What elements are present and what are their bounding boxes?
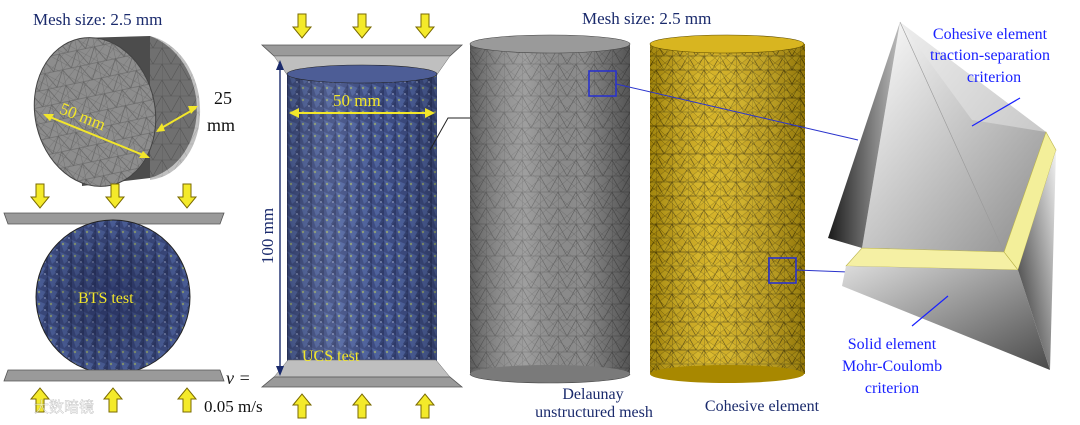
zoom-box-icon: [588, 70, 617, 97]
velocity-symbol: v =: [226, 368, 251, 388]
disc-thickness-dimension: [157, 107, 197, 131]
bts-disc-isometric: [33, 36, 201, 187]
cohesive-criterion-line3: criterion: [967, 69, 1021, 86]
solid-criterion-line1: Solid element: [848, 336, 937, 353]
delaunay-label-line2: unstructured mesh: [535, 404, 653, 421]
cohesive-criterion-line2: traction-separation: [930, 47, 1050, 64]
cohesive-element-cylinder: [649, 34, 805, 383]
delaunay-mesh-cylinder: [469, 34, 631, 384]
ucs-diameter-label: 50 mm: [333, 91, 381, 110]
ucs-height-label: 100 mm: [258, 208, 277, 264]
cohesive-element-label: Cohesive element: [705, 398, 820, 415]
bts-bottom-platen: [3, 369, 225, 382]
disc-diameter-dimension: [44, 114, 149, 158]
solid-criterion-line2: Mohr-Coulomb: [842, 358, 942, 375]
ucs-test-label: UCS test: [302, 348, 360, 365]
ucs-loading-arrows-top: [292, 13, 435, 39]
solid-criterion-pointer: [911, 295, 949, 327]
watermark-logo: 大数暗镜: [13, 394, 94, 416]
ucs-loading-arrows-bottom: [292, 393, 435, 419]
bts-top-platen: [3, 212, 225, 225]
watermark-text: 大数暗镜: [34, 398, 94, 416]
cohesive-criterion-pointer: [971, 97, 1021, 127]
zoom-line-lower: [795, 269, 849, 273]
bts-test-label: BTS test: [78, 290, 134, 307]
mesh-size-label-left: Mesh size: 2.5 mm: [33, 10, 162, 29]
delaunay-label-line1: Delaunay: [562, 386, 623, 403]
bts-specimen: [35, 219, 191, 375]
ucs-top-platen: [260, 44, 464, 57]
solid-criterion-line3: criterion: [865, 380, 919, 397]
disc-thickness-value: 25: [214, 88, 232, 108]
bts-loading-arrows-top: [30, 183, 197, 209]
zoom-line-upper: [615, 83, 859, 141]
disc-thickness-unit: mm: [207, 115, 235, 135]
ucs-specimen: [286, 64, 438, 368]
cohesive-criterion-line1: Cohesive element: [933, 26, 1048, 43]
element-detail-3d: [828, 21, 1057, 370]
ucs-bottom-platen: [260, 376, 464, 388]
velocity-value: 0.05 m/s: [204, 397, 263, 416]
mesh-size-label-center: Mesh size: 2.5 mm: [582, 9, 711, 28]
